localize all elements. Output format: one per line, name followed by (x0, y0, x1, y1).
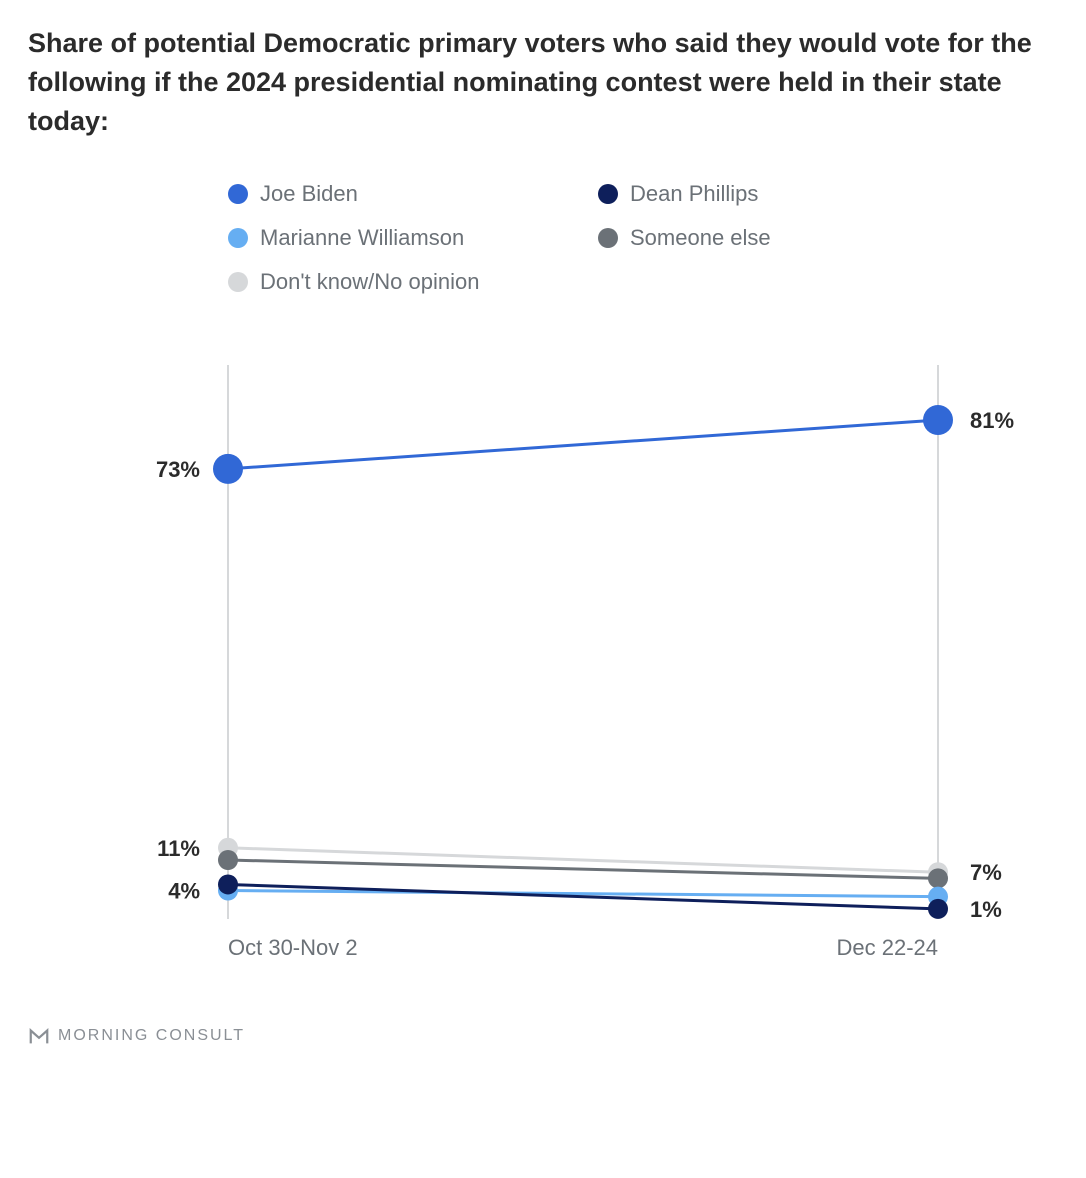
series-line-biden (228, 420, 938, 469)
legend-item-biden: Joe Biden (228, 181, 598, 207)
legend-swatch (228, 228, 248, 248)
legend-swatch (228, 272, 248, 292)
chart-title: Share of potential Democratic primary vo… (28, 24, 1058, 141)
legend-item-williamson: Marianne Williamson (228, 225, 598, 251)
legend-label: Marianne Williamson (260, 225, 464, 251)
value-label-right: 81% (970, 408, 1014, 433)
marker-phillips-0 (218, 875, 238, 895)
legend-label: Dean Phillips (630, 181, 758, 207)
legend-label: Joe Biden (260, 181, 358, 207)
x-axis-label-1: Dec 22-24 (836, 935, 938, 960)
legend: Joe Biden Dean Phillips Marianne Williamso… (228, 181, 1058, 295)
legend-label: Don't know/No opinion (260, 269, 479, 295)
value-label-left: 73% (156, 457, 200, 482)
value-label-right: 7% (970, 861, 1002, 886)
brand-text: MORNING CONSULT (58, 1027, 245, 1045)
x-axis-label-0: Oct 30-Nov 2 (228, 935, 358, 960)
brand-logo-icon (28, 1025, 50, 1047)
value-label-left: 11% (157, 836, 200, 861)
value-label-right: 1% (970, 897, 1002, 922)
marker-biden-1 (923, 405, 953, 435)
legend-label: Someone else (630, 225, 771, 251)
marker-someone_else-0 (218, 850, 238, 870)
legend-swatch (228, 184, 248, 204)
legend-item-phillips: Dean Phillips (598, 181, 918, 207)
source-brand: MORNING CONSULT (28, 1025, 1058, 1047)
legend-swatch (598, 184, 618, 204)
legend-swatch (598, 228, 618, 248)
legend-item-someone_else: Someone else (598, 225, 918, 251)
marker-phillips-1 (928, 899, 948, 919)
value-label-left: 4% (168, 879, 200, 904)
marker-someone_else-1 (928, 869, 948, 889)
legend-item-dont_know: Don't know/No opinion (228, 269, 598, 295)
slope-chart: 73% 11% 4% 81% 7% 1% Oct 30-Nov 2 Dec 22-24 (28, 345, 1058, 985)
marker-biden-0 (213, 454, 243, 484)
